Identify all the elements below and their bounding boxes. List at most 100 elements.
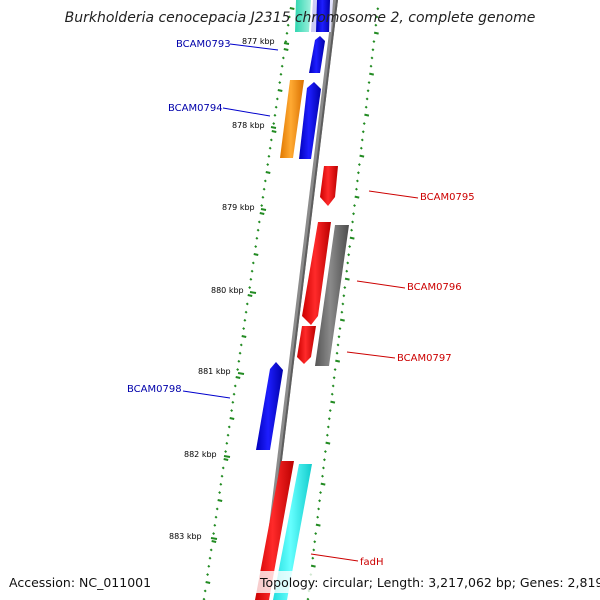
genes <box>255 0 349 600</box>
tick-dot <box>376 7 380 11</box>
tick-dot <box>360 138 364 142</box>
tick-dot <box>219 482 223 486</box>
tick-dot <box>245 302 249 306</box>
tick-dot <box>350 228 354 232</box>
tick-dot <box>263 179 267 183</box>
tick-dot <box>256 228 260 232</box>
tick-dot <box>277 89 283 92</box>
tick-dot <box>241 335 247 338</box>
tick-dot <box>262 187 266 191</box>
tick-dot <box>354 195 360 199</box>
tick-dot <box>206 573 210 577</box>
tick-dot <box>310 564 316 568</box>
tick-dot <box>229 417 235 420</box>
tick-dot <box>211 540 217 543</box>
tick-dot <box>369 64 373 68</box>
gene-bcam0797 <box>297 326 316 364</box>
footer: Accession: NC_011001 Topology: circular;… <box>9 571 600 593</box>
tick-dot <box>212 532 216 536</box>
tick-dot <box>336 343 340 347</box>
tick-dot <box>337 335 341 339</box>
tick-dot <box>354 187 358 191</box>
gene-bcam0796 <box>302 222 331 325</box>
tick-dot <box>359 146 363 150</box>
kbp-label-882: 882 kbp <box>184 450 217 459</box>
tick-dot <box>365 97 369 101</box>
tick-dot <box>281 56 285 60</box>
tick-dot <box>286 23 290 27</box>
accession-text: Accession: NC_011001 <box>9 575 151 590</box>
tick-dot <box>205 581 211 584</box>
tick-dot <box>220 474 224 478</box>
tick-dot <box>260 204 264 208</box>
tick-dot <box>328 409 332 413</box>
tick-dot <box>238 351 242 355</box>
tick-dot <box>318 499 322 503</box>
tick-dot <box>255 236 259 240</box>
tick-dot <box>266 163 270 167</box>
tick-dot <box>335 351 339 355</box>
tick-dot <box>242 327 246 331</box>
tick-dot <box>231 400 235 404</box>
tick-dot <box>284 40 288 44</box>
gene-blue-top <box>316 0 330 32</box>
tick-dot <box>359 154 365 158</box>
kbp-label-880: 880 kbp <box>211 286 244 295</box>
tick-dot <box>314 532 318 536</box>
kbp-label-878: 878 kbp <box>232 121 265 130</box>
tick-dot <box>357 163 361 167</box>
tick-dot <box>254 245 258 249</box>
gene-bcam0796-gray <box>315 225 349 366</box>
tick-dot <box>353 204 356 208</box>
tick-dot <box>225 441 229 445</box>
tick-dot <box>330 392 334 396</box>
tick-dot <box>236 368 240 372</box>
tick-dot <box>371 48 375 52</box>
map-title: Burkholderia cenocepacia J2315 chromosom… <box>65 10 536 26</box>
tick-dot <box>203 589 207 593</box>
tick-dot <box>342 294 346 298</box>
tick-dot <box>322 458 326 462</box>
tick-dot <box>287 15 291 19</box>
tick-dot <box>249 277 253 281</box>
tick-dot <box>347 253 351 257</box>
tick-dot <box>218 491 222 495</box>
label-fadh: fadH <box>360 557 384 568</box>
tick-dot <box>313 540 317 544</box>
gene-fadh-red <box>255 461 294 600</box>
tick-dot <box>325 433 329 437</box>
tick-dot <box>319 491 323 495</box>
tick-marks <box>202 7 380 600</box>
gene-bcam0793 <box>309 36 325 73</box>
tick-dot <box>335 359 341 363</box>
kbp-label-883: 883 kbp <box>169 532 202 541</box>
tick-dot <box>214 515 218 519</box>
label-bcam0797: BCAM0797 <box>397 353 452 364</box>
gene-bcam0795 <box>320 166 338 206</box>
tick-dot <box>312 548 316 552</box>
tick-dot <box>323 450 327 454</box>
gene-bcam0798 <box>256 362 283 450</box>
tick-dot <box>268 146 272 150</box>
tick-dot <box>226 433 230 437</box>
tick-dot <box>247 294 253 297</box>
label-bcam0796: BCAM0796 <box>407 282 462 293</box>
tick-dot <box>278 81 282 85</box>
gene-teal-top <box>295 0 311 32</box>
tick-dot <box>267 154 271 158</box>
tick-dot <box>362 122 366 126</box>
tick-dot <box>275 97 279 101</box>
tick-dot <box>338 327 342 331</box>
tick-dot <box>237 359 241 363</box>
tick-dot <box>271 130 277 133</box>
label-bcam0798: BCAM0798 <box>127 384 182 395</box>
tick-dot <box>250 269 254 273</box>
tick-dot <box>321 474 324 478</box>
tick-dot <box>273 113 277 117</box>
tick-dot <box>207 564 211 568</box>
tick-dot <box>265 171 271 174</box>
topology-text: Topology: circular; Length: 3,217,062 bp… <box>259 575 600 590</box>
tick-dot <box>374 23 378 27</box>
tick-dot <box>345 269 349 273</box>
